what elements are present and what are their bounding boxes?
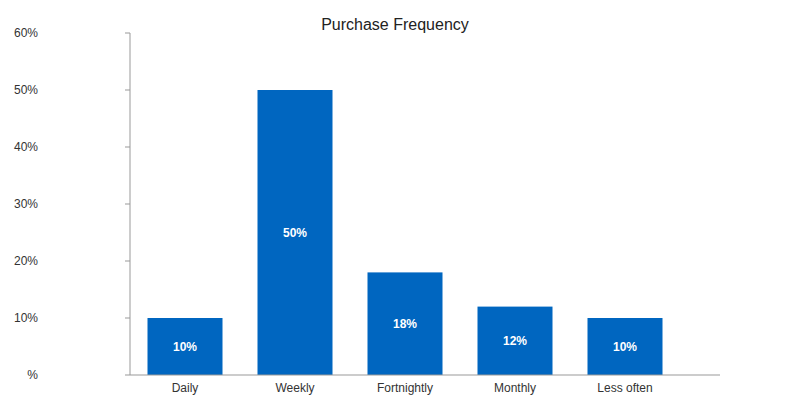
bar — [368, 272, 443, 375]
y-tick — [125, 204, 130, 205]
x-tick-label: Fortnightly — [377, 381, 433, 395]
y-tick — [125, 261, 130, 262]
x-tick-label: Monthly — [494, 381, 536, 395]
y-tick-label: 20% — [14, 254, 38, 268]
y-tick — [125, 318, 130, 319]
data-label: 18% — [393, 317, 417, 331]
chart-title: Purchase Frequency — [321, 16, 469, 33]
bar — [478, 307, 553, 375]
y-tick — [125, 90, 130, 91]
data-label: 10% — [613, 340, 637, 354]
data-label: 50% — [283, 226, 307, 240]
x-tick-label: Weekly — [275, 381, 314, 395]
y-tick-label: % — [27, 368, 38, 382]
x-tick-label: Less often — [597, 381, 652, 395]
bar — [258, 90, 333, 375]
y-tick-label: 10% — [14, 311, 38, 325]
y-tick — [125, 33, 130, 34]
bar — [148, 318, 223, 375]
y-tick — [125, 147, 130, 148]
y-tick-label: 50% — [14, 83, 38, 97]
data-label: 12% — [503, 334, 527, 348]
bars — [148, 90, 663, 375]
data-label: 10% — [173, 340, 197, 354]
y-tick-label: 60% — [14, 26, 38, 40]
x-axis-line — [130, 375, 720, 376]
y-tick — [125, 375, 130, 376]
y-tick-label: 40% — [14, 140, 38, 154]
y-tick-label: 30% — [14, 197, 38, 211]
x-tick-label: Daily — [172, 381, 199, 395]
chart-svg: Purchase Frequency% 10% 20% 30% 40% 50% 60% Dai… — [0, 0, 800, 400]
chart-container: Purchase Frequency% 10% 20% 30% 40% 50% 60% Dai… — [0, 0, 800, 400]
bar — [588, 318, 663, 375]
